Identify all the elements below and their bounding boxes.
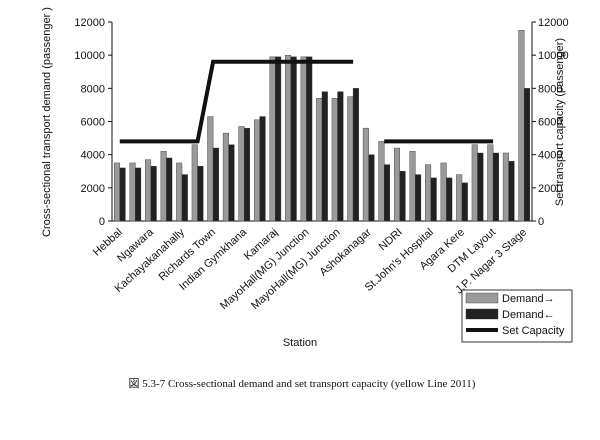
bar <box>253 119 260 222</box>
legend-label: Set Capacity <box>502 325 565 337</box>
bar <box>160 151 167 222</box>
legend-swatch <box>465 308 499 320</box>
bar <box>212 147 219 222</box>
y-axis-label: Cross-sectional transport demand (passen… <box>41 7 53 237</box>
bar <box>471 144 478 222</box>
bar <box>508 161 515 222</box>
bar <box>238 126 245 222</box>
y2-tick-label: 8000 <box>538 83 562 95</box>
y2-tick-label: 12000 <box>538 17 569 29</box>
bar <box>176 162 183 222</box>
bar <box>425 164 432 222</box>
legend-label: Demand← <box>502 309 555 321</box>
bar <box>430 177 437 222</box>
capacity-line <box>119 59 354 144</box>
bar <box>222 132 229 222</box>
y2-tick-label: 10000 <box>538 50 569 62</box>
y-tick-label: 6000 <box>81 117 105 129</box>
bar <box>228 144 235 222</box>
bar <box>352 88 359 222</box>
bar <box>347 96 354 222</box>
bar <box>275 56 282 222</box>
bar <box>290 56 297 222</box>
bar <box>181 174 188 222</box>
y2-axis-label: Set transport capacity (passenger) <box>554 38 566 206</box>
bar <box>368 154 375 222</box>
bar <box>399 171 406 222</box>
bar <box>384 164 391 222</box>
legend-label: Demand→ <box>502 293 555 305</box>
bar <box>440 162 447 222</box>
bar <box>415 174 422 222</box>
x-axis-label: Station <box>283 337 317 349</box>
bar <box>492 152 499 222</box>
bar <box>259 116 266 222</box>
bar <box>285 54 292 222</box>
x-tick-label: NDRI <box>377 226 405 253</box>
bar <box>145 159 152 222</box>
y2-tick-label: 4000 <box>538 150 562 162</box>
bar <box>487 144 494 222</box>
bar <box>306 56 313 222</box>
bar <box>119 167 126 222</box>
y-tick-label: 2000 <box>81 183 105 195</box>
caption: 図 5.3-7 Cross-sectional demand and set t… <box>129 377 476 390</box>
bar <box>113 162 120 222</box>
legend-swatch <box>465 292 499 304</box>
y-tick-label: 0 <box>99 216 105 228</box>
bar <box>461 182 468 222</box>
y2-tick-label: 0 <box>538 216 544 228</box>
bar <box>244 127 251 222</box>
bar <box>524 88 531 222</box>
y-tick-label: 10000 <box>74 50 105 62</box>
bar <box>331 98 338 222</box>
bar <box>207 116 214 222</box>
bar <box>166 157 173 222</box>
bar <box>502 152 509 222</box>
bar <box>316 98 323 222</box>
bar <box>446 177 453 222</box>
bar <box>477 152 484 222</box>
bar <box>456 174 463 222</box>
bar <box>378 141 385 222</box>
bar <box>150 166 157 222</box>
y-tick-label: 8000 <box>81 83 105 95</box>
y-tick-label: 12000 <box>74 17 105 29</box>
y2-tick-label: 6000 <box>538 117 562 129</box>
bar <box>135 167 142 222</box>
y-tick-label: 4000 <box>81 150 105 162</box>
y2-tick-label: 2000 <box>538 183 562 195</box>
bar <box>321 91 328 222</box>
bar <box>197 166 204 222</box>
bar <box>409 151 416 222</box>
bar <box>300 56 307 222</box>
bar <box>337 91 344 222</box>
bar <box>362 127 369 222</box>
bar <box>393 147 400 222</box>
bar <box>269 56 276 222</box>
bar <box>129 162 136 222</box>
bar <box>191 144 198 222</box>
bar <box>518 30 525 222</box>
